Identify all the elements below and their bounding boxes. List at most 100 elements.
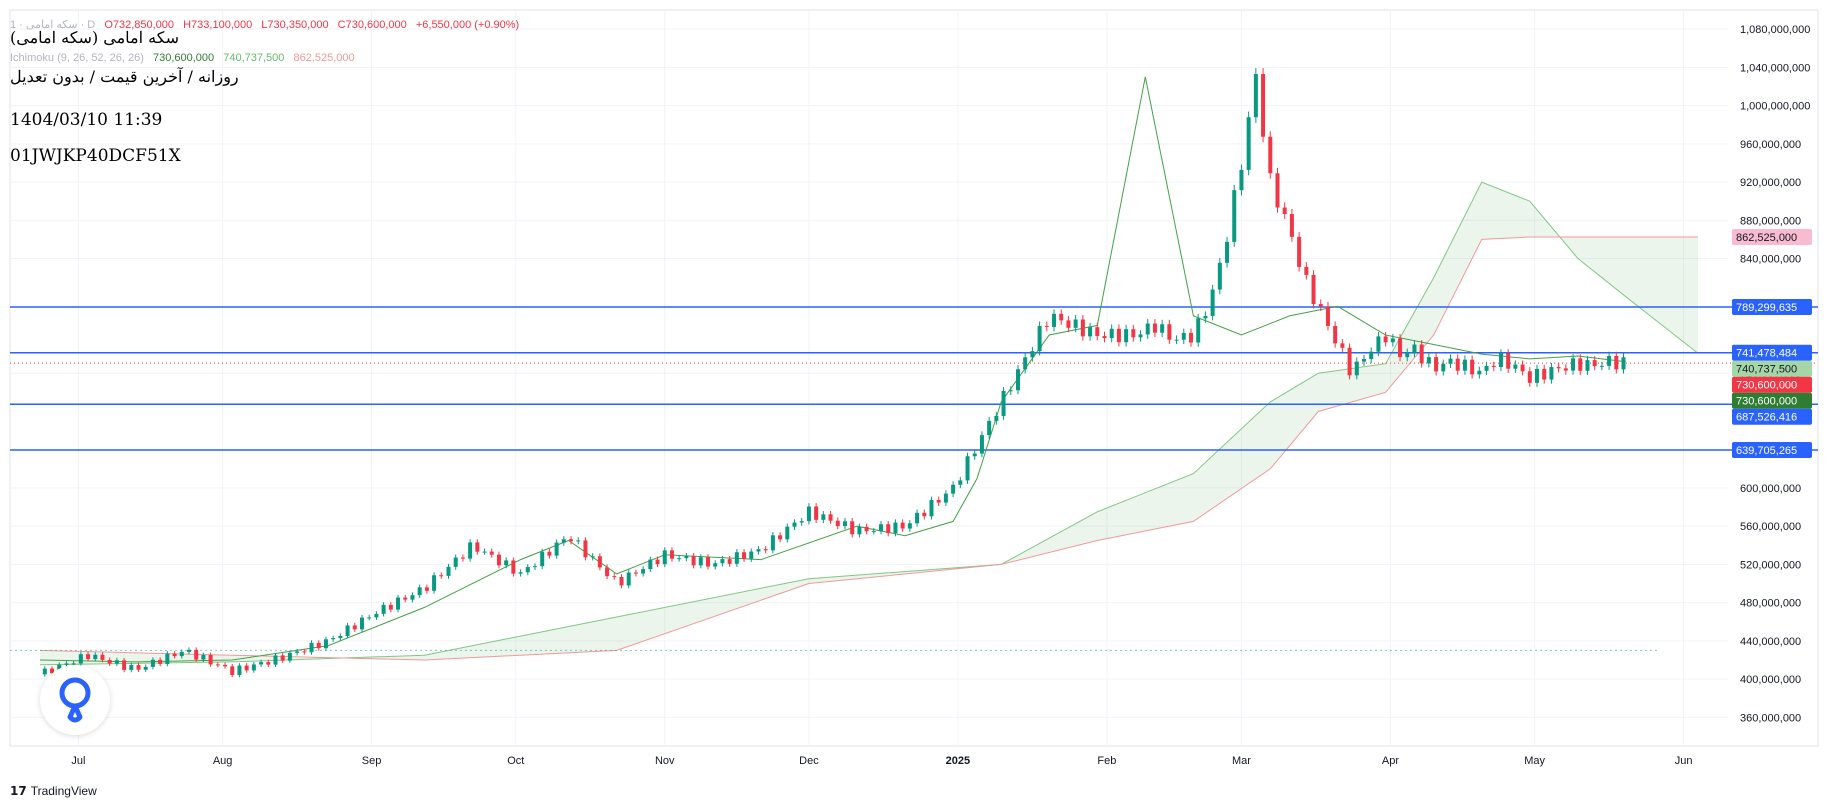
candle-body <box>100 654 105 660</box>
candle-body <box>1030 351 1035 358</box>
x-tick-label: May <box>1524 755 1545 767</box>
x-tick-label: Feb <box>1097 755 1116 767</box>
x-tick-label: Sep <box>362 755 382 767</box>
candle-body <box>403 597 408 600</box>
candle-body <box>987 420 992 436</box>
price-label: 687,526,416 <box>1736 412 1797 424</box>
candle-body <box>1311 274 1316 305</box>
y-tick-label: 480,000,000 <box>1740 598 1801 610</box>
y-tick-label: 920,000,000 <box>1740 177 1801 189</box>
candle-body <box>338 635 343 639</box>
symbol-label: سکه امامی · 1 · D <box>10 19 96 31</box>
tradingview-footer[interactable]: 𝟭𝟳 TradingView <box>10 784 97 798</box>
candle-body <box>374 613 379 618</box>
candle-body <box>1015 369 1020 391</box>
indicator-name[interactable]: Ichimoku (9, 26, 52, 26, 26) <box>10 52 144 64</box>
candle-body <box>706 557 711 567</box>
candle-body <box>432 575 437 591</box>
candle-body <box>684 555 689 559</box>
candle-body <box>1145 323 1150 335</box>
candle-body <box>1116 328 1121 343</box>
candle-body <box>713 563 718 567</box>
candle-body <box>316 642 321 649</box>
price-label-bg <box>1732 298 1812 315</box>
candle-body <box>1196 318 1201 343</box>
candle-body <box>381 604 386 614</box>
candle-body <box>482 551 487 553</box>
x-tick-label: Jul <box>71 755 85 767</box>
candle-body <box>215 664 220 666</box>
candle-body <box>172 653 177 657</box>
x-tick-label: Mar <box>1232 755 1251 767</box>
candle-body <box>1109 328 1114 339</box>
candle-body <box>1506 353 1511 369</box>
candle-body <box>237 665 242 675</box>
price-label-bg <box>1732 441 1812 458</box>
candle-body <box>734 552 739 564</box>
price-label: 730,600,000 <box>1736 380 1797 392</box>
candle-body <box>1390 338 1395 343</box>
price-labels: 862,525,000 789,299,635 741,478,484 740,737… <box>1732 228 1812 458</box>
candle-body <box>388 604 393 610</box>
candle-body <box>1354 361 1359 376</box>
brand-label: TradingView <box>30 784 97 798</box>
candle-body <box>1369 351 1374 360</box>
y-tick-label: 1,000,000,000 <box>1740 101 1810 113</box>
candle-body <box>799 521 804 523</box>
candle-body <box>979 435 984 454</box>
candle-body <box>1088 327 1093 337</box>
candle-body <box>179 651 184 657</box>
candle-body <box>424 587 429 591</box>
candle-body <box>1217 262 1222 290</box>
candle-body <box>1520 364 1525 372</box>
x-tick-label: Jun <box>1675 755 1693 767</box>
candle-body <box>345 625 350 636</box>
chart-title: سکه امامی (سکه امامی) <box>10 28 179 47</box>
candle-body <box>446 566 451 576</box>
candle-body <box>223 664 228 667</box>
candle-body <box>1462 359 1467 371</box>
candle-body <box>1621 357 1626 370</box>
candle-body <box>496 554 501 566</box>
price-label: 741,478,484 <box>1736 348 1797 360</box>
open-value: O732,850,000 <box>104 19 175 31</box>
candle-body <box>893 522 898 534</box>
candle-body <box>1398 338 1403 358</box>
candle-body <box>143 666 148 670</box>
candle-body <box>64 663 69 665</box>
ichimoku-cloud <box>39 181 1699 666</box>
candle-body <box>1066 320 1071 328</box>
candle-body <box>972 453 977 457</box>
chart-axes: 1,080,000,000 1,040,000,000 1,000,000,000 9… <box>71 24 1810 767</box>
candle-body <box>569 539 574 542</box>
candle-body <box>619 576 624 586</box>
candle-body <box>439 575 444 577</box>
candle-body <box>150 659 155 667</box>
candle-body <box>78 654 83 664</box>
candle-body <box>1181 332 1186 340</box>
chart-id: 01JWJKP40DCF51X <box>10 146 181 166</box>
candle-body <box>648 559 653 570</box>
candle-body <box>1044 325 1049 327</box>
indicator-legend: Ichimoku (9, 26, 52, 26, 26) 730,600,000… <box>10 52 355 64</box>
candle-body <box>857 526 862 535</box>
candle-body <box>958 480 963 485</box>
candle-body <box>468 542 473 559</box>
candle-body <box>1607 355 1612 366</box>
candle-body <box>1325 306 1330 326</box>
candle-body <box>1513 364 1518 369</box>
candle-body <box>806 506 811 522</box>
candle-body <box>1491 365 1496 368</box>
candle-body <box>331 638 336 640</box>
indicator-value-3: 862,525,000 <box>293 52 355 64</box>
candle-body <box>1239 169 1244 191</box>
candle-body <box>994 415 999 421</box>
x-tick-label: 2025 <box>946 755 970 767</box>
timestamp: 1404/03/10 11:39 <box>10 110 163 130</box>
watermark-logo <box>40 665 110 735</box>
candle-body <box>309 642 314 653</box>
candle-body <box>136 665 141 670</box>
price-label: 862,525,000 <box>1736 232 1797 244</box>
candle-body <box>1124 329 1129 343</box>
